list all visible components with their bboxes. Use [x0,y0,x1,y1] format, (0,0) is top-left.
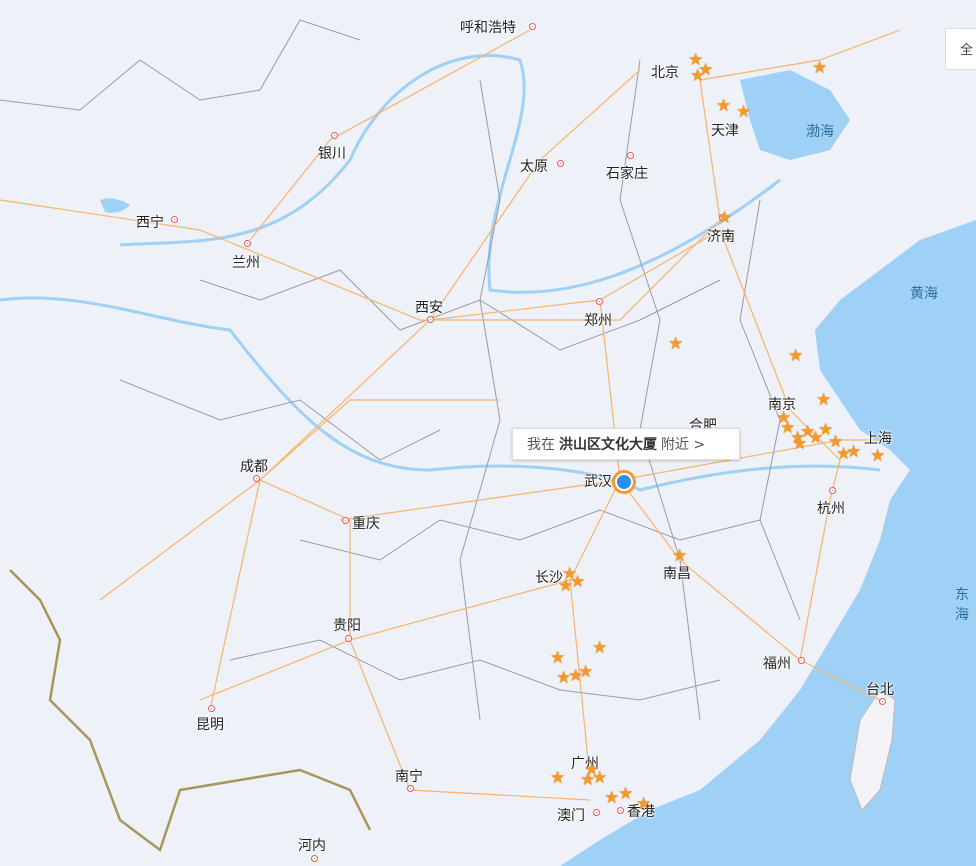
poi-star-marker[interactable]: ★ [816,390,832,410]
poi-star-marker[interactable]: ★ [568,666,584,686]
city-label-kunming[interactable]: 昆明 [196,717,224,733]
poi-star-marker[interactable]: ★ [562,564,578,584]
poi-star-marker[interactable]: ★ [550,648,566,668]
city-dot [244,240,251,247]
poi-star-marker[interactable]: ★ [618,784,634,804]
city-label-taibei[interactable]: 台北 [866,682,894,698]
city-label-yinchuan[interactable]: 银川 [318,146,346,162]
poi-star-marker[interactable]: ★ [690,66,706,86]
city-label-taiyuan[interactable]: 太原 [520,159,548,175]
city-label-beijing[interactable]: 北京 [651,65,679,81]
sea-label-donghai: 东海 [955,587,969,623]
city-label-guiyang[interactable]: 贵阳 [333,618,361,634]
poi-star-marker[interactable]: ★ [584,760,600,780]
poi-star-marker[interactable]: ★ [836,444,852,464]
poi-star-marker[interactable]: ★ [780,418,796,438]
city-dot [427,316,434,323]
city-label-wuhan[interactable]: 武汉 [584,474,612,490]
city-label-nanjing[interactable]: 南京 [768,397,796,413]
poi-star-marker[interactable]: ★ [580,770,596,790]
city-dot [529,23,536,30]
city-dot [342,517,349,524]
poi-star-marker[interactable]: ★ [717,208,733,228]
poi-star-marker[interactable]: ★ [812,58,828,78]
city-dot [617,807,624,814]
current-location-marker[interactable] [615,473,633,491]
city-dot [311,855,318,862]
city-dot [345,635,352,642]
city-dot [829,487,836,494]
city-label-henei[interactable]: 河内 [298,838,326,854]
tooltip-suffix: 附近 > [661,437,706,453]
poi-star-marker[interactable]: ★ [800,422,816,442]
poi-star-marker[interactable]: ★ [672,546,688,566]
location-tooltip[interactable]: 我在 洪山区文化大厦 附近 > [512,428,740,460]
poi-star-marker[interactable]: ★ [688,50,704,70]
city-dot [593,809,600,816]
city-dot [253,475,260,482]
city-label-fuzhou[interactable]: 福州 [763,656,791,672]
poi-star-marker[interactable]: ★ [550,768,566,788]
city-label-guangzhou[interactable]: 广州 [571,756,599,772]
poi-star-marker[interactable]: ★ [736,102,752,122]
city-dot [798,657,805,664]
city-label-chongqing[interactable]: 重庆 [352,516,380,532]
city-dot [879,698,886,705]
poi-star-marker[interactable]: ★ [818,420,834,440]
city-label-huhehaote[interactable]: 呼和浩特 [460,20,516,36]
city-label-shanghai[interactable]: 上海 [864,431,892,447]
city-label-lanzhou[interactable]: 兰州 [232,255,260,271]
city-label-nanning[interactable]: 南宁 [395,769,423,785]
city-label-chengdu[interactable]: 成都 [240,459,268,475]
sea-label-huanghai: 黄海 [910,286,938,302]
city-dot [627,152,634,159]
poi-star-marker[interactable]: ★ [556,668,572,688]
city-label-zhengzhou[interactable]: 郑州 [584,313,612,329]
city-dot [557,160,564,167]
poi-star-marker[interactable]: ★ [592,768,608,788]
poi-star-marker[interactable]: ★ [828,432,844,452]
poi-star-marker[interactable]: ★ [698,60,714,80]
tooltip-place: 洪山区文化大厦 [559,437,657,453]
city-dot [719,214,726,221]
tooltip-prefix: 我在 [527,437,555,453]
poi-star-marker[interactable]: ★ [792,434,808,454]
poi-star-marker[interactable]: ★ [788,346,804,366]
city-dot [407,785,414,792]
city-dot [596,298,603,305]
poi-star-marker[interactable]: ★ [790,428,806,448]
poi-star-marker[interactable]: ★ [870,446,886,466]
poi-star-marker[interactable]: ★ [668,334,684,354]
city-label-hangzhou[interactable]: 杭州 [817,501,845,517]
city-dot [208,705,215,712]
poi-star-marker[interactable]: ★ [716,96,732,116]
poi-star-marker[interactable]: ★ [578,662,594,682]
poi-star-marker[interactable]: ★ [808,428,824,448]
city-dot [331,132,338,139]
city-label-nanchang[interactable]: 南昌 [663,566,691,582]
city-label-aomen[interactable]: 澳门 [557,808,585,824]
city-label-shijiazhuang[interactable]: 石家庄 [606,166,648,182]
poi-star-marker[interactable]: ★ [592,638,608,658]
poi-star-marker[interactable]: ★ [776,408,792,428]
full-map-button[interactable]: 全 [945,28,976,70]
city-label-changsha[interactable]: 长沙 [535,570,563,586]
poi-star-marker[interactable]: ★ [570,572,586,592]
poi-star-marker[interactable]: ★ [846,442,862,462]
full-map-label: 全 [960,43,974,58]
city-dot [171,216,178,223]
city-label-tianjin[interactable]: 天津 [711,123,739,139]
poi-star-marker[interactable]: ★ [604,788,620,808]
city-label-xianggang[interactable]: 香港 [627,804,655,820]
sea-label-bohai: 渤海 [806,124,834,140]
poi-star-marker[interactable]: ★ [558,576,574,596]
city-label-xian[interactable]: 西安 [415,300,443,316]
poi-star-marker[interactable]: ★ [636,794,652,814]
city-label-xining[interactable]: 西宁 [136,215,164,231]
city-label-jinan[interactable]: 济南 [707,229,735,245]
